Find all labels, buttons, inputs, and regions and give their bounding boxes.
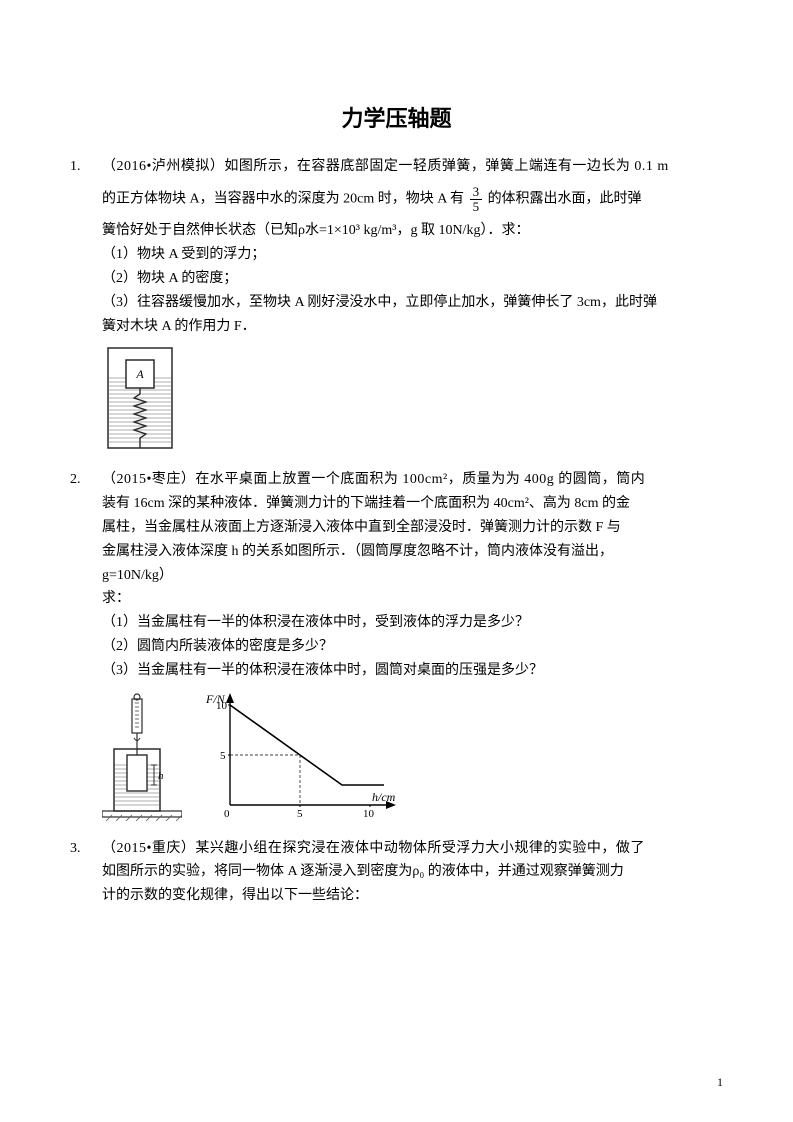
x-axis-label: h/cm [372,790,396,804]
q3-number: 3. [70,837,102,861]
q2-figure-row: h [70,689,723,821]
q2-ask: 求： [70,587,723,611]
q2-number: 2. [70,468,102,492]
q1-figure: A [70,344,723,452]
xtick-10: 10 [363,808,375,820]
frac-den: 5 [470,200,483,214]
q1-line3: 簧恰好处于自然伸长状态（已知ρ水=1×10³ kg/m³，g 取 10N/kg）… [70,219,723,243]
q2-p4: 金属柱浸入液体深度 h 的关系如图所示．（圆筒厚度忽略不计，筒内液体没有溢出， [70,540,723,564]
q3-p1: （2015•重庆）某兴趣小组在探究浸在液体中动物体所受浮力大小规律的实验中，做了 [102,837,723,861]
origin-0: 0 [224,808,230,820]
block-label: A [135,367,144,381]
q2-sub1: （1）当金属柱有一半的体积浸在液体中时，受到液体的浮力是多少？ [70,611,723,635]
q2-line1: 2. （2015•枣庄）在水平桌面上放置一个底面积为 100cm²，质量为为 4… [70,468,723,492]
xtick-5: 5 [297,808,303,820]
question-3: 3. （2015•重庆）某兴趣小组在探究浸在液体中动物体所受浮力大小规律的实验中… [70,837,723,908]
q3-line1: 3. （2015•重庆）某兴趣小组在探究浸在液体中动物体所受浮力大小规律的实验中… [70,837,723,861]
q1-sub2: （2）物块 A 的密度； [70,267,723,291]
q1-p2a: 的正方体物块 A，当容器中水的深度为 20cm 时，物块 A 有 [102,192,464,207]
q1-p1: （2016•泸州模拟）如图所示，在容器底部固定一轻质弹簧，弹簧上端连有一边长为 … [102,155,723,179]
q1-number: 1. [70,155,102,179]
q2-sub3: （3）当金属柱有一半的体积浸在液体中时，圆筒对桌面的压强是多少？ [70,659,723,683]
q2-p2: 装有 16cm 深的某种液体．弹簧测力计的下端挂着一个底面积为 40cm²、高为… [70,492,723,516]
force-depth-chart: F/N 10 5 0 5 10 h/cm [200,689,400,821]
fraction-3-5: 3 5 [470,185,483,213]
q3-p2: 如图所示的实验，将同一物体 A 逐渐浸入到密度为ρ₀ 的液体中，并通过观察弹簧测… [70,860,723,884]
q1-sub3: （3）往容器缓慢加水，至物块 A 刚好浸没水中，立即停止加水，弹簧伸长了 3cm… [70,291,723,315]
q1-p2b: 的体积露出水面，此时弹 [488,192,642,207]
page-title: 力学压轴题 [70,100,723,137]
document-page: 力学压轴题 1. （2016•泸州模拟）如图所示，在容器底部固定一轻质弹簧，弹簧… [0,0,793,1122]
q2-p5: g=10N/kg） [70,564,723,588]
q3-p3: 计的示数的变化规律，得出以下一些结论： [70,884,723,908]
cylinder-apparatus-diagram: h [102,693,182,821]
q2-p3: 属柱，当金属柱从液面上方逐渐浸入液体中直到全部浸没时．弹簧测力计的示数 F 与 [70,516,723,540]
question-2: 2. （2015•枣庄）在水平桌面上放置一个底面积为 100cm²，质量为为 4… [70,468,723,820]
q1-line2: 的正方体物块 A，当容器中水的深度为 20cm 时，物块 A 有 3 5 的体积… [70,185,723,213]
q2-p1: （2015•枣庄）在水平桌面上放置一个底面积为 100cm²，质量为为 400g… [102,468,723,492]
frac-num: 3 [470,185,483,200]
q2-sub2: （2）圆筒内所装液体的密度是多少？ [70,635,723,659]
q1-sub3b: 簧对木块 A 的作用力 F． [70,315,723,339]
q1-sub1: （1）物块 A 受到的浮力； [70,243,723,267]
ytick-5: 5 [220,750,226,762]
page-number: 1 [717,1072,723,1092]
question-1: 1. （2016•泸州模拟）如图所示，在容器底部固定一轻质弹簧，弹簧上端连有一边… [70,155,723,452]
h-label: h [158,770,164,782]
q1-line1: 1. （2016•泸州模拟）如图所示，在容器底部固定一轻质弹簧，弹簧上端连有一边… [70,155,723,179]
ytick-10: 10 [216,700,228,712]
spring-block-diagram: A [102,344,188,452]
